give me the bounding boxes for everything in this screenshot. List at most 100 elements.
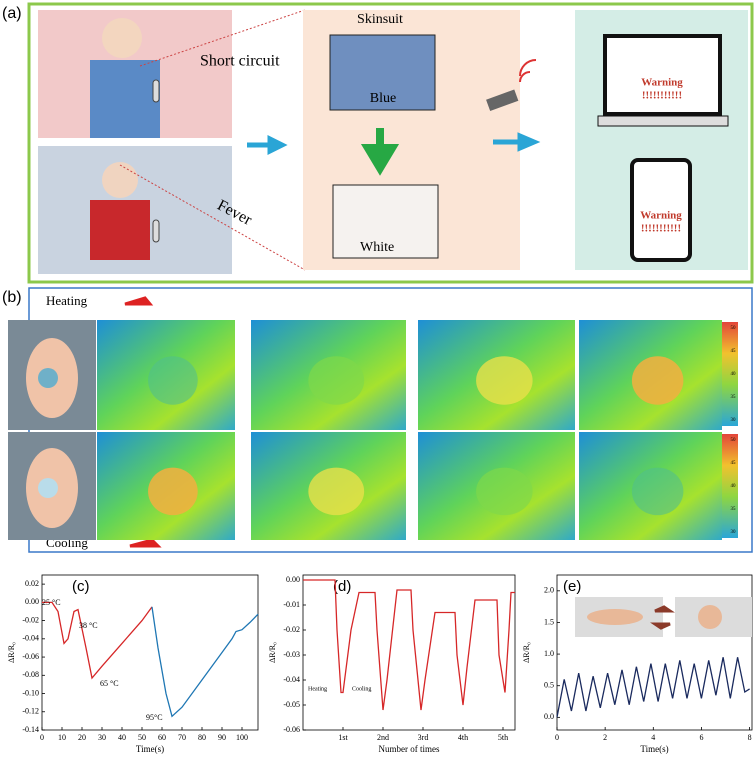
y-tick-label: -0.12 (22, 707, 39, 716)
color-bar-label: 45 (731, 349, 737, 354)
y-tick-label: -0.04 (283, 675, 300, 684)
y-tick-label: -0.06 (22, 652, 39, 661)
blue-sample (329, 34, 436, 111)
x-tick-label: 4 (651, 733, 655, 742)
hand (587, 609, 643, 625)
x-tick-label: 0 (40, 733, 44, 742)
baby-head (102, 162, 138, 198)
y-tick-label: -0.02 (283, 625, 300, 634)
hot-spot (148, 467, 198, 516)
panel-label: (e) (563, 578, 581, 595)
data-line (556, 657, 750, 718)
x-tick-label: 10 (58, 733, 66, 742)
arrow (360, 128, 400, 176)
y-tick-label: -0.03 (283, 650, 300, 659)
x-tick-label: 4th (458, 733, 468, 742)
case-label: Short circuit (200, 53, 280, 70)
white-sample (332, 184, 439, 259)
sample-label: White (360, 240, 394, 255)
hot-spot (631, 467, 684, 516)
hot-spot (308, 467, 365, 516)
data-line (42, 601, 153, 680)
x-tick-label: 30 (98, 733, 106, 742)
laptop-keyboard (597, 115, 729, 127)
color-bar-label: 50 (731, 438, 737, 443)
y-tick-label: -0.14 (22, 725, 39, 734)
panel-label: (a) (2, 5, 22, 22)
hand (698, 605, 722, 629)
sensor (38, 478, 58, 498)
arrow (247, 134, 288, 156)
hot-spot (308, 356, 365, 405)
x-axis-label: Time(s) (640, 744, 668, 754)
color-bar-label: 35 (731, 507, 737, 512)
callout-line (139, 9, 306, 67)
y-tick-label: -0.06 (283, 725, 300, 734)
y-tick-label: -0.05 (283, 700, 300, 709)
annotation: 65 °C (100, 679, 119, 688)
x-axis-label: Number of times (379, 744, 440, 754)
y-tick-label: 1.5 (544, 617, 554, 626)
y-tick-label: -0.08 (22, 670, 39, 679)
y-axis-label: ΔR/R₀ (268, 642, 277, 663)
x-tick-label: 80 (198, 733, 206, 742)
annotation: 95°C (146, 713, 163, 722)
panel-label: (b) (2, 289, 22, 306)
x-tick-label: 70 (178, 733, 186, 742)
row-label: Heating (46, 293, 88, 308)
thermometer (152, 79, 160, 103)
hot-spot (631, 356, 684, 405)
y-axis-label: ΔR/R₀ (522, 642, 531, 663)
arrow (129, 538, 162, 548)
color-bar (722, 322, 738, 426)
hot-spot (148, 356, 198, 405)
panel-label: (c) (72, 578, 90, 595)
x-axis-label: Time(s) (136, 744, 164, 754)
x-tick-label: 8 (748, 733, 752, 742)
plot-frame (556, 574, 753, 731)
shirt (90, 60, 160, 138)
annotation: 25 °C (42, 598, 61, 607)
hot-spot (476, 356, 533, 405)
warning-marks: !!!!!!!!!!! (642, 90, 682, 102)
annotation: Heating (308, 686, 327, 692)
color-bar-label: 30 (731, 530, 737, 535)
arrow (124, 296, 154, 306)
x-tick-label: 100 (236, 733, 248, 742)
color-bar-label: 50 (731, 326, 737, 331)
y-tick-label: -0.04 (22, 634, 39, 643)
x-tick-label: 60 (158, 733, 166, 742)
x-tick-label: 3rd (418, 733, 429, 742)
color-bar-label: 45 (731, 461, 737, 466)
plot-frame (302, 574, 516, 731)
y-tick-label: 0.5 (544, 681, 554, 690)
x-tick-label: 40 (118, 733, 126, 742)
y-tick-label: -0.01 (283, 600, 300, 609)
plot-frame (41, 574, 259, 731)
x-tick-label: 0 (555, 733, 559, 742)
sample-label: Blue (370, 91, 396, 106)
x-tick-label: 1st (338, 733, 348, 742)
x-tick-label: 2 (603, 733, 607, 742)
color-bar-label: 35 (731, 395, 737, 400)
data-line (151, 606, 259, 718)
arrow (650, 605, 675, 630)
warning-text: Warning (640, 210, 682, 222)
panel-label: (d) (333, 578, 351, 595)
arrow (493, 132, 541, 152)
callout-line (119, 164, 306, 271)
thermometer (152, 219, 160, 243)
baby-clothes (90, 200, 150, 260)
y-tick-label: 0.02 (25, 579, 39, 588)
annotation: 38 °C (79, 621, 98, 630)
phone (630, 158, 692, 262)
head (102, 18, 142, 58)
x-tick-label: 50 (138, 733, 146, 742)
y-tick-label: 0.00 (25, 597, 39, 606)
y-tick-label: 1.0 (544, 649, 554, 658)
hot-spot (476, 467, 533, 516)
annotation: Cooling (352, 686, 371, 692)
box-title: Skinsuit (357, 12, 403, 27)
x-tick-label: 5th (498, 733, 508, 742)
